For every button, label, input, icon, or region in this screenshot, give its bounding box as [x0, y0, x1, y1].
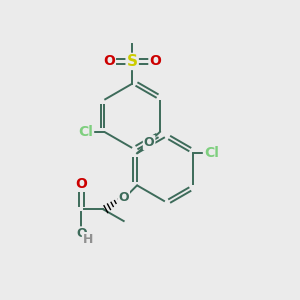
- Text: O: O: [118, 191, 129, 204]
- Text: Cl: Cl: [78, 125, 93, 139]
- Text: O: O: [76, 177, 87, 191]
- Text: O: O: [144, 136, 154, 149]
- Text: O: O: [76, 227, 87, 240]
- Text: Cl: Cl: [204, 146, 219, 160]
- Text: S: S: [127, 54, 138, 69]
- Text: O: O: [149, 54, 161, 68]
- Text: H: H: [83, 233, 93, 246]
- Text: O: O: [103, 54, 115, 68]
